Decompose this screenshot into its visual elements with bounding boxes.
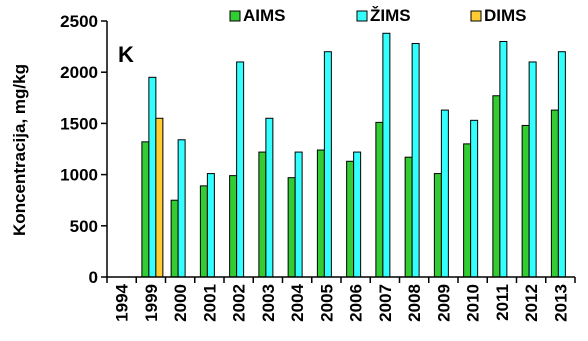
bar-dims-1999 bbox=[155, 117, 164, 278]
bar-aims-2003 bbox=[258, 151, 267, 278]
bar-žims-2013 bbox=[557, 51, 566, 278]
ticks-layer: 0 500 1000 1500 2000 2500 1994 1999 2000 2001 2002… bbox=[60, 12, 576, 322]
legend-label-žims: ŽIMS bbox=[370, 6, 411, 25]
bar-aims-2007 bbox=[375, 121, 384, 278]
bar-aims-1999 bbox=[141, 141, 150, 278]
bar-aims-2002 bbox=[229, 175, 238, 278]
bar-aims-2004 bbox=[287, 177, 296, 278]
panel-label: K bbox=[118, 42, 134, 67]
x-tick-label-2008: 2008 bbox=[405, 284, 424, 322]
y-tick-label-2000: 2000 bbox=[60, 63, 98, 82]
bar-žims-2000 bbox=[177, 139, 186, 278]
bar-žims-2002 bbox=[236, 61, 245, 278]
legend-swatch-žims bbox=[356, 10, 368, 22]
x-tick-label-2002: 2002 bbox=[230, 284, 249, 322]
y-tick-label-500: 500 bbox=[70, 217, 98, 236]
bar-žims-2012 bbox=[528, 61, 537, 278]
legend-label-aims: AIMS bbox=[243, 6, 286, 25]
bar-žims-2009 bbox=[440, 109, 449, 278]
bar-aims-2001 bbox=[199, 185, 208, 278]
bar-aims-2013 bbox=[550, 109, 559, 278]
bar-aims-2000 bbox=[170, 199, 179, 278]
x-tick-label-2011: 2011 bbox=[493, 284, 512, 321]
x-tick-label-2013: 2013 bbox=[551, 284, 570, 322]
bar-aims-2011 bbox=[492, 95, 501, 278]
x-tick-label-2006: 2006 bbox=[347, 284, 366, 322]
bar-žims-2007 bbox=[382, 32, 391, 278]
y-tick-label-1500: 1500 bbox=[60, 114, 98, 133]
x-tick-label-2012: 2012 bbox=[522, 284, 541, 322]
y-axis-title: Koncentracija, mg/kg bbox=[10, 64, 29, 236]
x-tick-label-2009: 2009 bbox=[434, 284, 453, 322]
x-tick-label-2010: 2010 bbox=[464, 284, 483, 322]
legend-label-dims: DIMS bbox=[484, 6, 527, 25]
bars-layer bbox=[141, 32, 566, 278]
bar-žims-2011 bbox=[499, 40, 508, 278]
bar-aims-2005 bbox=[316, 149, 325, 278]
x-tick-label-2007: 2007 bbox=[376, 284, 395, 322]
bar-aims-2006 bbox=[346, 160, 355, 278]
bar-aims-2008 bbox=[404, 156, 413, 278]
x-tick-label-2000: 2000 bbox=[171, 284, 190, 322]
bar-žims-2010 bbox=[470, 119, 479, 278]
y-tick-label-1000: 1000 bbox=[60, 166, 98, 185]
bar-žims-2008 bbox=[411, 43, 420, 278]
x-tick-label-2001: 2001 bbox=[200, 284, 219, 322]
x-tick-label-2005: 2005 bbox=[317, 284, 336, 322]
legend-swatch-dims bbox=[470, 10, 482, 22]
bar-žims-2001 bbox=[206, 173, 215, 278]
x-tick-label-1999: 1999 bbox=[142, 284, 161, 322]
bar-žims-2006 bbox=[353, 151, 362, 278]
x-tick-label-2003: 2003 bbox=[259, 284, 278, 322]
x-tick-label-2004: 2004 bbox=[288, 283, 307, 321]
bar-aims-2009 bbox=[433, 173, 442, 278]
bar-žims-2005 bbox=[323, 51, 332, 278]
y-tick-label-2500: 2500 bbox=[60, 12, 98, 31]
y-tick-label-0: 0 bbox=[89, 268, 98, 287]
bar-aims-2012 bbox=[521, 124, 530, 278]
legend-swatch-aims bbox=[229, 10, 241, 22]
bar-žims-2003 bbox=[265, 117, 274, 278]
x-tick-label-1994: 1994 bbox=[113, 283, 132, 321]
legend: AIMS ŽIMS DIMS bbox=[229, 6, 527, 25]
bar-aims-2010 bbox=[463, 143, 472, 278]
bar-žims-1999 bbox=[148, 76, 157, 278]
bar-žims-2004 bbox=[294, 151, 303, 278]
